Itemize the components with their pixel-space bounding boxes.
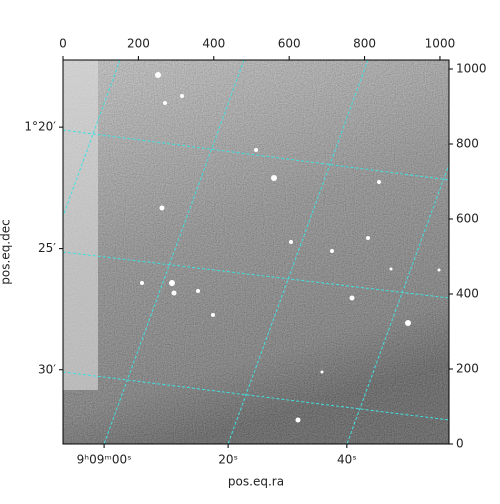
ra-tick-label: 40ˢ <box>337 453 357 467</box>
x-tick-label: 1000 <box>425 37 456 51</box>
x-tick-label: 600 <box>278 37 301 51</box>
x-tick-label: 200 <box>127 37 150 51</box>
dec-tick-label: 25′ <box>38 241 56 255</box>
axes-frame <box>62 59 450 445</box>
y-tick-label: 0 <box>456 437 464 451</box>
dec-tick-label: 1°20′ <box>24 120 56 134</box>
coordinate-grid <box>63 60 449 444</box>
y-tick-label: 800 <box>456 137 479 151</box>
y-tick-label: 400 <box>456 287 479 301</box>
ra-tick-label: 20ˢ <box>218 453 238 467</box>
y-tick-label: 600 <box>456 212 479 226</box>
y-tick-label: 200 <box>456 362 479 376</box>
dec-tick-label: 30′ <box>38 362 56 376</box>
x-tick-label: 400 <box>202 37 225 51</box>
x-tick-label: 0 <box>59 37 67 51</box>
x-axis-label: pos.eq.ra <box>228 475 284 489</box>
y-tick-label: 1000 <box>456 62 487 76</box>
ra-tick-label: 9ʰ09ᵐ00ˢ <box>77 453 132 467</box>
x-tick-label: 800 <box>353 37 376 51</box>
y-axis-label: pos.eq.dec <box>0 219 13 284</box>
sky-image <box>63 60 449 444</box>
